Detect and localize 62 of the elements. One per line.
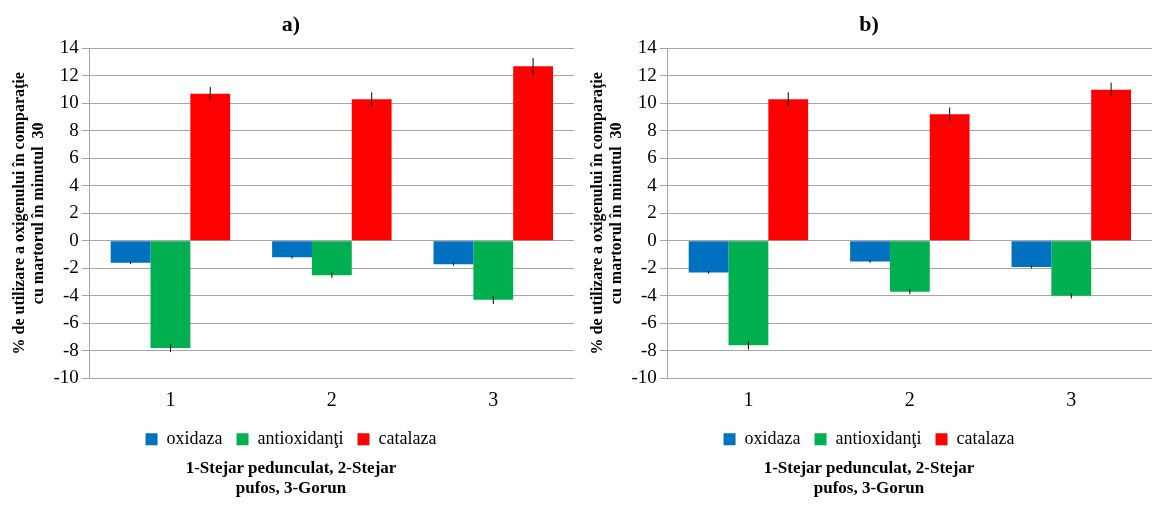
bar [272, 241, 312, 258]
bar [110, 241, 151, 263]
y-tick-label: 8 [647, 118, 657, 140]
y-tick-label: 14 [59, 36, 80, 58]
y-tick-label: 14 [637, 36, 658, 58]
bar [889, 241, 930, 292]
y-tick-label: 0 [647, 228, 657, 250]
y-tick-label: 4 [647, 173, 658, 195]
y-tick-label: 12 [637, 63, 657, 85]
y-tick-label: 6 [69, 146, 79, 168]
bar [351, 99, 392, 241]
x-axis-title: 1-Stejar pedunculat, 2-Stejar pufos, 3-Gorun [185, 457, 397, 498]
y-tick-label: -8 [640, 338, 657, 360]
x-tick-label: 3 [1066, 388, 1077, 411]
bar [513, 66, 554, 241]
bar [688, 241, 729, 273]
y-axis-title: % de utilizare a oxigenului în comparaţie cu martorul în minutul 30 [587, 72, 624, 355]
bar [1051, 241, 1092, 296]
y-tick-label: 4 [69, 173, 80, 195]
bar [728, 241, 769, 346]
bar [929, 114, 970, 241]
y-tick-label: -10 [53, 366, 79, 388]
bar [768, 99, 809, 241]
y-tick-label: -10 [631, 366, 657, 388]
legend-label: oxidaza [166, 427, 223, 448]
bar [150, 241, 191, 348]
y-tick-label: -6 [62, 311, 79, 333]
y-tick-label: -2 [62, 256, 79, 278]
y-tick-label: 2 [69, 201, 79, 223]
bar [311, 241, 352, 276]
y-axis-title: % de utilizare a oxigenului în comparaţie cu martorul în minutul 30 [9, 72, 46, 355]
y-tick-label: -2 [640, 256, 657, 278]
x-tick-label: 2 [326, 388, 337, 411]
y-tick-label: 2 [647, 201, 657, 223]
bar [1091, 89, 1132, 241]
y-tick-label: 6 [647, 146, 657, 168]
bar [473, 241, 514, 300]
legend-label: catalaza [378, 427, 437, 448]
legend-label: antioxidanţi [257, 427, 344, 448]
y-tick-label: 0 [69, 228, 79, 250]
x-axis-title: 1-Stejar pedunculat, 2-Stejar pufos, 3-Gorun [763, 457, 975, 498]
chart-title: b) [859, 10, 879, 36]
x-tick-label: 1 [743, 388, 754, 411]
y-tick-label: -4 [640, 283, 658, 305]
x-tick-label: 3 [488, 388, 499, 411]
y-tick-label: 10 [637, 91, 657, 113]
bar [850, 241, 890, 262]
bar [190, 93, 231, 241]
x-tick-label: 2 [904, 388, 915, 411]
legend-label: antioxidanţi [835, 427, 922, 448]
y-tick-label: 8 [69, 118, 79, 140]
y-tick-label: -6 [640, 311, 657, 333]
y-tick-label: 12 [59, 63, 79, 85]
legend-label: oxidaza [744, 427, 801, 448]
bar [1011, 241, 1052, 267]
legend-label: catalaza [956, 427, 1015, 448]
x-tick-label: 1 [165, 388, 176, 411]
bar [433, 241, 474, 265]
y-tick-label: -4 [62, 283, 80, 305]
y-tick-label: 10 [59, 91, 79, 113]
chart-title: a) [281, 10, 301, 36]
y-tick-label: -8 [62, 338, 79, 360]
